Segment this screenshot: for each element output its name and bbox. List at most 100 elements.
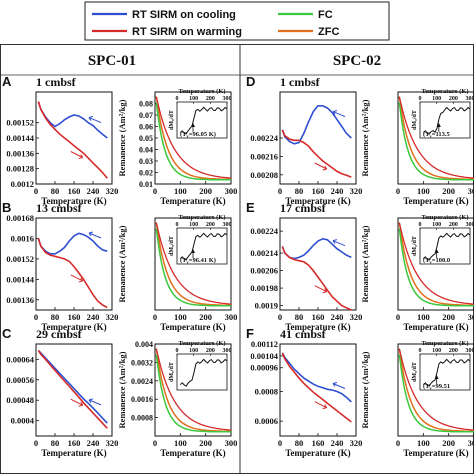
- y-tick-label: 0.07: [139, 111, 153, 120]
- inset-tc-label: (Tv=96.05 K): [180, 131, 216, 139]
- y-tick-label: 0.00136: [6, 148, 34, 158]
- panel-depth-label: 17 cmbsf: [280, 201, 327, 215]
- inset-y-axis-label: dM₀/dT: [169, 110, 175, 130]
- y-tick-label: 0.00152: [6, 118, 34, 128]
- inset-x-tick-label: 100: [432, 222, 441, 228]
- y-tick-label: 0.0004: [11, 416, 35, 426]
- series-line-zfc: [398, 222, 474, 307]
- inset-x-tick-label: 0: [176, 348, 179, 354]
- inset-derivative: Temperature (K)0 100 200 300 dM₀/dT (Tv=100.0: [412, 214, 474, 265]
- inset-y-axis-label: dM₀/dT: [169, 362, 175, 382]
- panel-letter: D: [246, 74, 255, 89]
- legend: RT SIRM on cooling FC RT SIRM on warming…: [84, 1, 390, 41]
- y-tick-label: 0.0006: [255, 416, 278, 426]
- x-axis-label: Temperature (K): [285, 448, 350, 458]
- panel-letter: E: [246, 200, 255, 215]
- series-line-zfc: [155, 96, 232, 181]
- y-tick-label: 0.0008: [255, 386, 278, 396]
- y-tick-label: 0.00104: [250, 351, 278, 361]
- inset-tc-arrowhead: [434, 249, 439, 253]
- series-line-warming: [37, 101, 108, 179]
- y-tick-label: 0.00152: [6, 254, 34, 264]
- x-tick-label: 320: [106, 312, 119, 322]
- y-tick-label: 0.00136: [6, 295, 34, 305]
- x-axis-label: Temperature (K): [41, 322, 106, 332]
- x-axis-label: Temperature (K): [160, 196, 225, 206]
- series-line-fc: [155, 228, 231, 307]
- series-line-cooling: [37, 232, 108, 255]
- inset-tc-label: (Tv=100.0: [423, 257, 450, 265]
- series-line-fc: [398, 354, 474, 433]
- series-line-fc: [155, 102, 231, 181]
- warming-arrowhead: [322, 288, 328, 294]
- y-tick-label: 0.00224: [250, 226, 278, 236]
- series-line-cooling: [281, 352, 352, 403]
- y-tick-label: 0.00214: [250, 248, 278, 258]
- inset-tc-arrowhead: [434, 375, 439, 379]
- sirm-chart: 0.0019 0.00198 0.00206 0.00214 0.00224 0 80 160…: [250, 217, 362, 332]
- series-line-cooling: [37, 349, 108, 424]
- x-tick-label: 0: [278, 312, 282, 322]
- legend-label-fc: FC: [318, 9, 333, 21]
- warming-arrowhead: [78, 154, 84, 159]
- warming-arrow: [70, 398, 83, 406]
- panel-B: B 13 cmbsf0.001360.001440.001520.00160.00…: [2, 200, 237, 332]
- inset-x-axis-label: Temperature (K): [178, 88, 225, 95]
- warming-arrowhead: [78, 277, 84, 283]
- warming-arrow: [314, 401, 327, 409]
- series-line-zfc: [398, 348, 474, 433]
- y-tick-label: 0.00096: [250, 363, 278, 373]
- x-tick-label: 0: [153, 186, 157, 196]
- inset-derivative: Temperature (K)0 100 200 300 dM₀/dT: [169, 340, 232, 391]
- x-tick-label: 160: [68, 186, 81, 196]
- panel-D: D 1 cmbsf 0.00208 0.00216 0.00224 0 80 160 240 32…: [246, 74, 474, 206]
- inset-derivative-line: [422, 106, 471, 135]
- x-tick-label: 100: [174, 186, 187, 196]
- panel-letter: A: [2, 74, 12, 89]
- x-axis-label: Temperature (K): [285, 196, 350, 206]
- x-tick-label: 300: [225, 438, 238, 448]
- x-tick-label: 240: [331, 312, 344, 322]
- cooling-arrow: [332, 240, 346, 247]
- y-tick-label: 0.06: [139, 123, 153, 132]
- inset-x-tick-label: 200: [449, 348, 458, 354]
- cooling-arrowhead: [332, 381, 338, 387]
- panel-letter: B: [2, 200, 11, 215]
- inset-x-tick-label: 0: [176, 96, 179, 102]
- panel-C: C 29 cmbsf 0.0004 0.00048 0.00056 0.00064 0 80 1…: [2, 326, 237, 458]
- panel-letter: F: [246, 326, 254, 341]
- y-tick-label: 0.0019: [255, 301, 278, 311]
- series-line-fc: [155, 354, 231, 433]
- remanence-plot-frame: [154, 343, 232, 437]
- series-line-warming: [281, 246, 352, 311]
- inset-tc-label: (Tv=96.41 K): [180, 257, 216, 265]
- y-tick-label: 0.04: [139, 146, 153, 155]
- x-tick-label: 160: [312, 312, 325, 322]
- warming-arrowhead: [322, 404, 328, 410]
- x-tick-label: 320: [350, 186, 363, 196]
- x-tick-label: 0: [153, 438, 157, 448]
- x-tick-label: 240: [331, 438, 344, 448]
- y-tick-label: 0.01: [139, 180, 153, 189]
- cooling-arrow: [88, 232, 102, 239]
- series-line-warming: [155, 222, 232, 305]
- x-tick-label: 240: [87, 312, 100, 322]
- sirm-chart: 0.00208 0.00216 0.00224 0 80 160 240 320Tempera…: [250, 91, 363, 206]
- x-tick-label: 200: [442, 186, 455, 196]
- y-tick-label: 0.00216: [250, 151, 278, 161]
- x-tick-label: 200: [442, 312, 455, 322]
- inset-derivative-line: [422, 358, 471, 387]
- panel-F: F 41 cmbsf 0.0006 0.0008 0.00096 0.00104 0.001…: [246, 326, 474, 458]
- x-axis-label: Temperature (K): [403, 196, 468, 206]
- x-tick-label: 240: [87, 186, 100, 196]
- y-tick-label: 0.004: [135, 340, 153, 349]
- warming-arrowhead: [322, 165, 328, 171]
- inset-derivative-line: [179, 232, 228, 261]
- inset-x-tick-label: 200: [449, 222, 458, 228]
- series-line-warming: [155, 348, 232, 431]
- inset-y-axis-label: dM₀/dT: [169, 236, 175, 256]
- x-tick-label: 100: [417, 438, 430, 448]
- remanence-plot-frame: [154, 217, 232, 311]
- x-tick-label: 300: [225, 312, 238, 322]
